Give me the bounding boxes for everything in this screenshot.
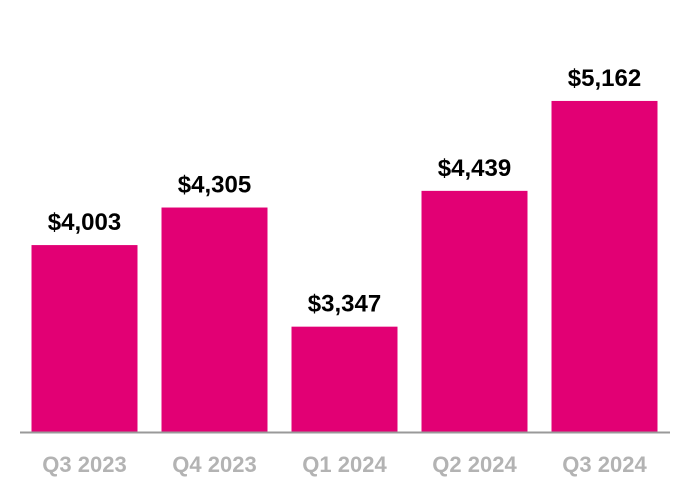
data-label: $4,439 bbox=[438, 155, 511, 182]
x-tick-label: Q2 2024 bbox=[432, 452, 517, 477]
data-label: $5,162 bbox=[568, 65, 641, 92]
x-tick-label: Q3 2024 bbox=[562, 452, 647, 477]
x-tick-label: Q4 2023 bbox=[172, 452, 256, 477]
bar-q3-2024 bbox=[551, 100, 658, 432]
bar-q3-2023 bbox=[31, 245, 138, 432]
bar-q4-2023 bbox=[161, 207, 268, 432]
data-label: $4,003 bbox=[48, 209, 121, 236]
labels: $4,003 Q3 2023 $4,305 Q4 2023 $3,347 Q1 2024 $… bbox=[42, 65, 647, 477]
bar-q2-2024 bbox=[421, 190, 528, 432]
data-label: $4,305 bbox=[178, 172, 251, 199]
x-tick-label: Q1 2024 bbox=[302, 452, 387, 477]
bar-q1-2024 bbox=[291, 326, 398, 432]
bars bbox=[31, 100, 658, 432]
data-label: $3,347 bbox=[308, 291, 381, 318]
x-tick-label: Q3 2023 bbox=[42, 452, 126, 477]
